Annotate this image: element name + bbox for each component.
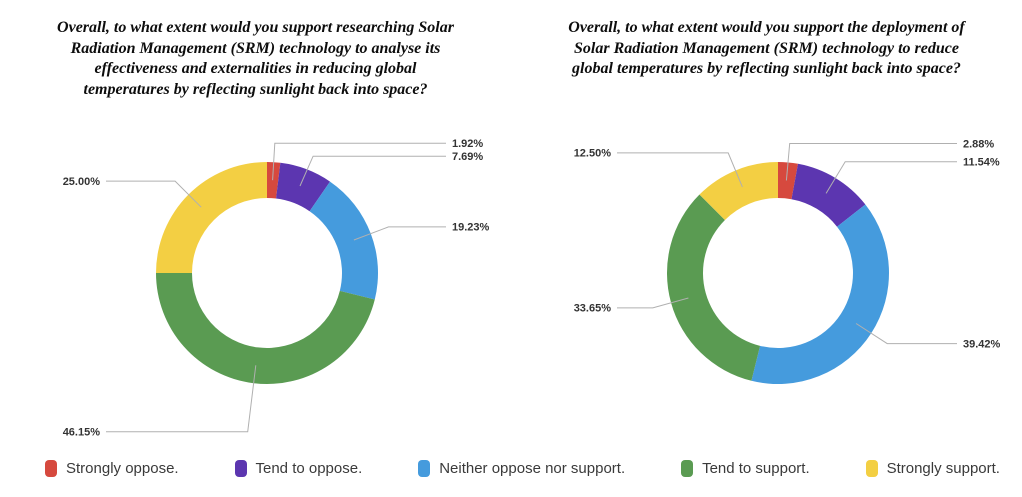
legend-swatch-strongly-oppose [45, 459, 57, 477]
legend-label-neither-oppose-nor-support: Neither oppose nor support. [439, 459, 626, 477]
legend-swatch-tend-to-support [681, 459, 694, 477]
donut-slice-neither-oppose-nor-support [751, 204, 889, 385]
donut-slice-strongly-support [156, 162, 267, 274]
donut-slice-tend-to-support [666, 194, 761, 381]
donut-slice-strongly-oppose [267, 162, 281, 199]
donut-slice-tend-to-oppose [276, 162, 331, 212]
chart-title-text-research: Overall, to what extent would you suppor… [57, 18, 454, 100]
chart-title-research: Overall, to what extent would you suppor… [0, 0, 511, 115]
chart-title-line: Overall, to what extent would you suppor… [57, 19, 454, 36]
donut-slice-strongly-support [699, 162, 778, 220]
slice-value-label-tend-to-support: 33.65% [574, 303, 612, 315]
chart-title-line: global temperatures by reflecting sunlig… [572, 60, 961, 77]
legend-swatch-strongly-support [865, 459, 878, 477]
chart-panel-research: Overall, to what extent would you suppor… [0, 0, 511, 445]
slice-value-label-strongly-support: 12.50% [574, 148, 612, 160]
chart-title-line: effectiveness and externalities in reduc… [94, 60, 417, 77]
chart-title-line: Solar Radiation Management (SRM) technol… [574, 39, 959, 57]
donut-chart-research: 25.00% 46.15% 1.92%7.69% 19.23% [63, 138, 490, 439]
leader-line-tend-to-oppose [299, 155, 446, 187]
donut-chart-deployment: 12.50% 33.65% 2.88% 11.54% 39.42% [574, 138, 1001, 385]
chart-title-line: Radiation Management (SRM) technology to… [70, 39, 441, 57]
chart-panel-deployment: Overall, to what extent would you suppor… [511, 0, 1022, 445]
legend-swatch-neither-oppose-nor-support [418, 459, 431, 477]
legend-item-strongly-support: Strongly support. [865, 459, 1000, 477]
donut-slice-tend-to-support [156, 273, 375, 384]
leader-line-strongly-support [106, 180, 202, 208]
leader-line-tend-to-oppose [825, 161, 957, 194]
legend-item-neither-oppose-nor-support: Neither oppose nor support. [418, 459, 626, 477]
donut-slice-neither-oppose-nor-support [309, 181, 378, 300]
chart-title-deployment: Overall, to what extent would you suppor… [511, 0, 1022, 115]
leader-line-tend-to-support [617, 297, 689, 309]
slice-value-label-strongly-oppose: 2.88% [963, 138, 994, 150]
slice-value-label-tend-to-oppose: 7.69% [452, 151, 483, 163]
slice-value-label-strongly-oppose: 1.92% [452, 138, 483, 150]
chart-title-line: Overall, to what extent would you suppor… [568, 19, 965, 36]
legend-label-strongly-oppose: Strongly oppose. [66, 459, 179, 477]
donut-slice-strongly-oppose [778, 162, 798, 200]
leader-line-strongly-oppose [272, 142, 446, 181]
legend-item-tend-to-oppose: Tend to oppose. [234, 459, 363, 477]
slice-value-label-tend-to-support: 46.15% [63, 427, 101, 439]
chart-title-line: temperatures by reflecting sunlight back… [83, 80, 428, 98]
legend-label-tend-to-oppose: Tend to oppose. [255, 459, 363, 477]
slice-value-label-tend-to-oppose: 11.54% [963, 157, 1000, 169]
slice-value-label-neither-oppose-nor-support: 39.42% [963, 338, 1001, 350]
chart-legend: Strongly oppose. Tend to oppose. Neither… [0, 445, 1022, 497]
chart-title-text-deployment: Overall, to what extent would you suppor… [568, 18, 964, 80]
donut-slice-tend-to-oppose [791, 163, 866, 227]
slice-value-label-neither-oppose-nor-support: 19.23% [452, 222, 490, 234]
slice-value-label-strongly-support: 25.00% [63, 176, 101, 188]
leader-line-tend-to-support [106, 365, 257, 433]
leader-line-neither-oppose-nor-support [353, 226, 446, 241]
leader-line-strongly-support [617, 152, 743, 188]
legend-label-strongly-support: Strongly support. [886, 459, 1000, 477]
leader-line-strongly-oppose [785, 143, 957, 181]
legend-swatch-tend-to-oppose [234, 459, 247, 477]
legend-item-tend-to-support: Tend to support. [681, 459, 810, 477]
leader-line-neither-oppose-nor-support [855, 323, 957, 345]
legend-label-tend-to-support: Tend to support. [702, 459, 810, 477]
legend-item-strongly-oppose: Strongly oppose. [45, 459, 179, 477]
